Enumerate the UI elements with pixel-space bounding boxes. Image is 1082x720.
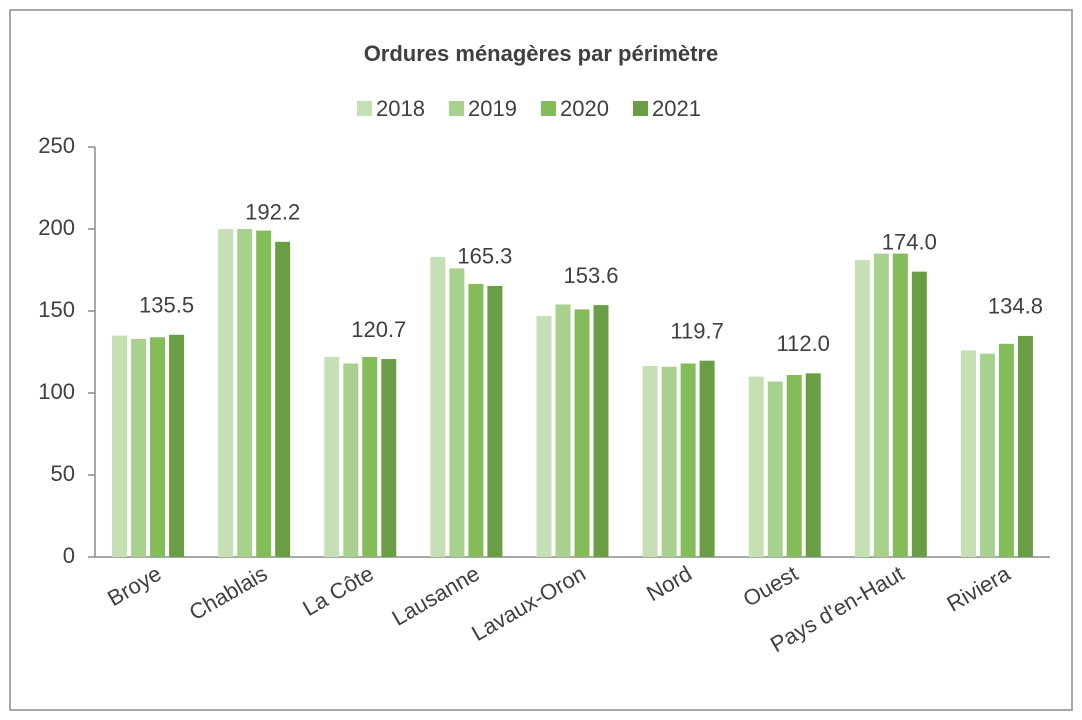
bar xyxy=(381,359,397,557)
bar xyxy=(979,353,995,557)
bar xyxy=(112,335,128,557)
data-label: 135.5 xyxy=(139,293,194,318)
bar xyxy=(218,229,234,557)
bar xyxy=(911,271,927,557)
bar xyxy=(661,366,677,557)
y-tick-label: 150 xyxy=(38,297,75,322)
legend-swatch xyxy=(449,101,464,116)
bar xyxy=(1017,335,1033,557)
bar xyxy=(873,253,889,557)
bar xyxy=(805,373,821,557)
y-tick-label: 0 xyxy=(63,543,75,568)
bar xyxy=(256,230,272,557)
bar xyxy=(593,305,609,557)
legend-swatch xyxy=(357,101,372,116)
legend-label: 2021 xyxy=(652,96,701,121)
bar xyxy=(748,376,764,557)
bar xyxy=(960,350,976,557)
bar xyxy=(343,363,359,557)
bar xyxy=(275,241,291,558)
bar xyxy=(680,363,696,557)
bar xyxy=(536,315,552,557)
data-label: 165.3 xyxy=(457,244,512,269)
bar xyxy=(699,360,715,557)
y-tick-label: 100 xyxy=(38,379,75,404)
bar xyxy=(237,229,253,557)
chart-title: Ordures ménagères par périmètre xyxy=(364,41,719,66)
bar xyxy=(150,337,166,557)
data-label: 119.7 xyxy=(670,319,723,344)
bar xyxy=(574,309,590,557)
y-tick-label: 250 xyxy=(38,133,75,158)
y-tick-label: 50 xyxy=(51,461,75,486)
bar xyxy=(892,253,908,557)
legend-label: 2018 xyxy=(376,96,425,121)
bar xyxy=(169,334,185,557)
data-label: 192.2 xyxy=(245,200,300,225)
bar xyxy=(131,338,147,557)
legend-swatch xyxy=(541,101,556,116)
legend-swatch xyxy=(633,101,648,116)
legend-label: 2019 xyxy=(468,96,517,121)
bar xyxy=(998,343,1014,557)
bar xyxy=(642,365,658,557)
bar xyxy=(468,283,484,557)
bar xyxy=(767,381,783,557)
data-label: 112.0 xyxy=(777,331,830,356)
bar xyxy=(449,268,465,557)
bar xyxy=(430,256,446,557)
bar xyxy=(487,285,503,557)
data-label: 153.6 xyxy=(563,263,618,288)
legend-label: 2020 xyxy=(560,96,609,121)
bar xyxy=(854,260,870,557)
data-label: 134.8 xyxy=(988,294,1043,319)
data-label: 174.0 xyxy=(882,229,937,254)
bar xyxy=(324,356,340,557)
bar xyxy=(362,356,378,557)
data-label: 120.7 xyxy=(351,317,406,342)
bar xyxy=(786,374,802,557)
bar xyxy=(555,304,571,557)
y-tick-label: 200 xyxy=(38,215,75,240)
